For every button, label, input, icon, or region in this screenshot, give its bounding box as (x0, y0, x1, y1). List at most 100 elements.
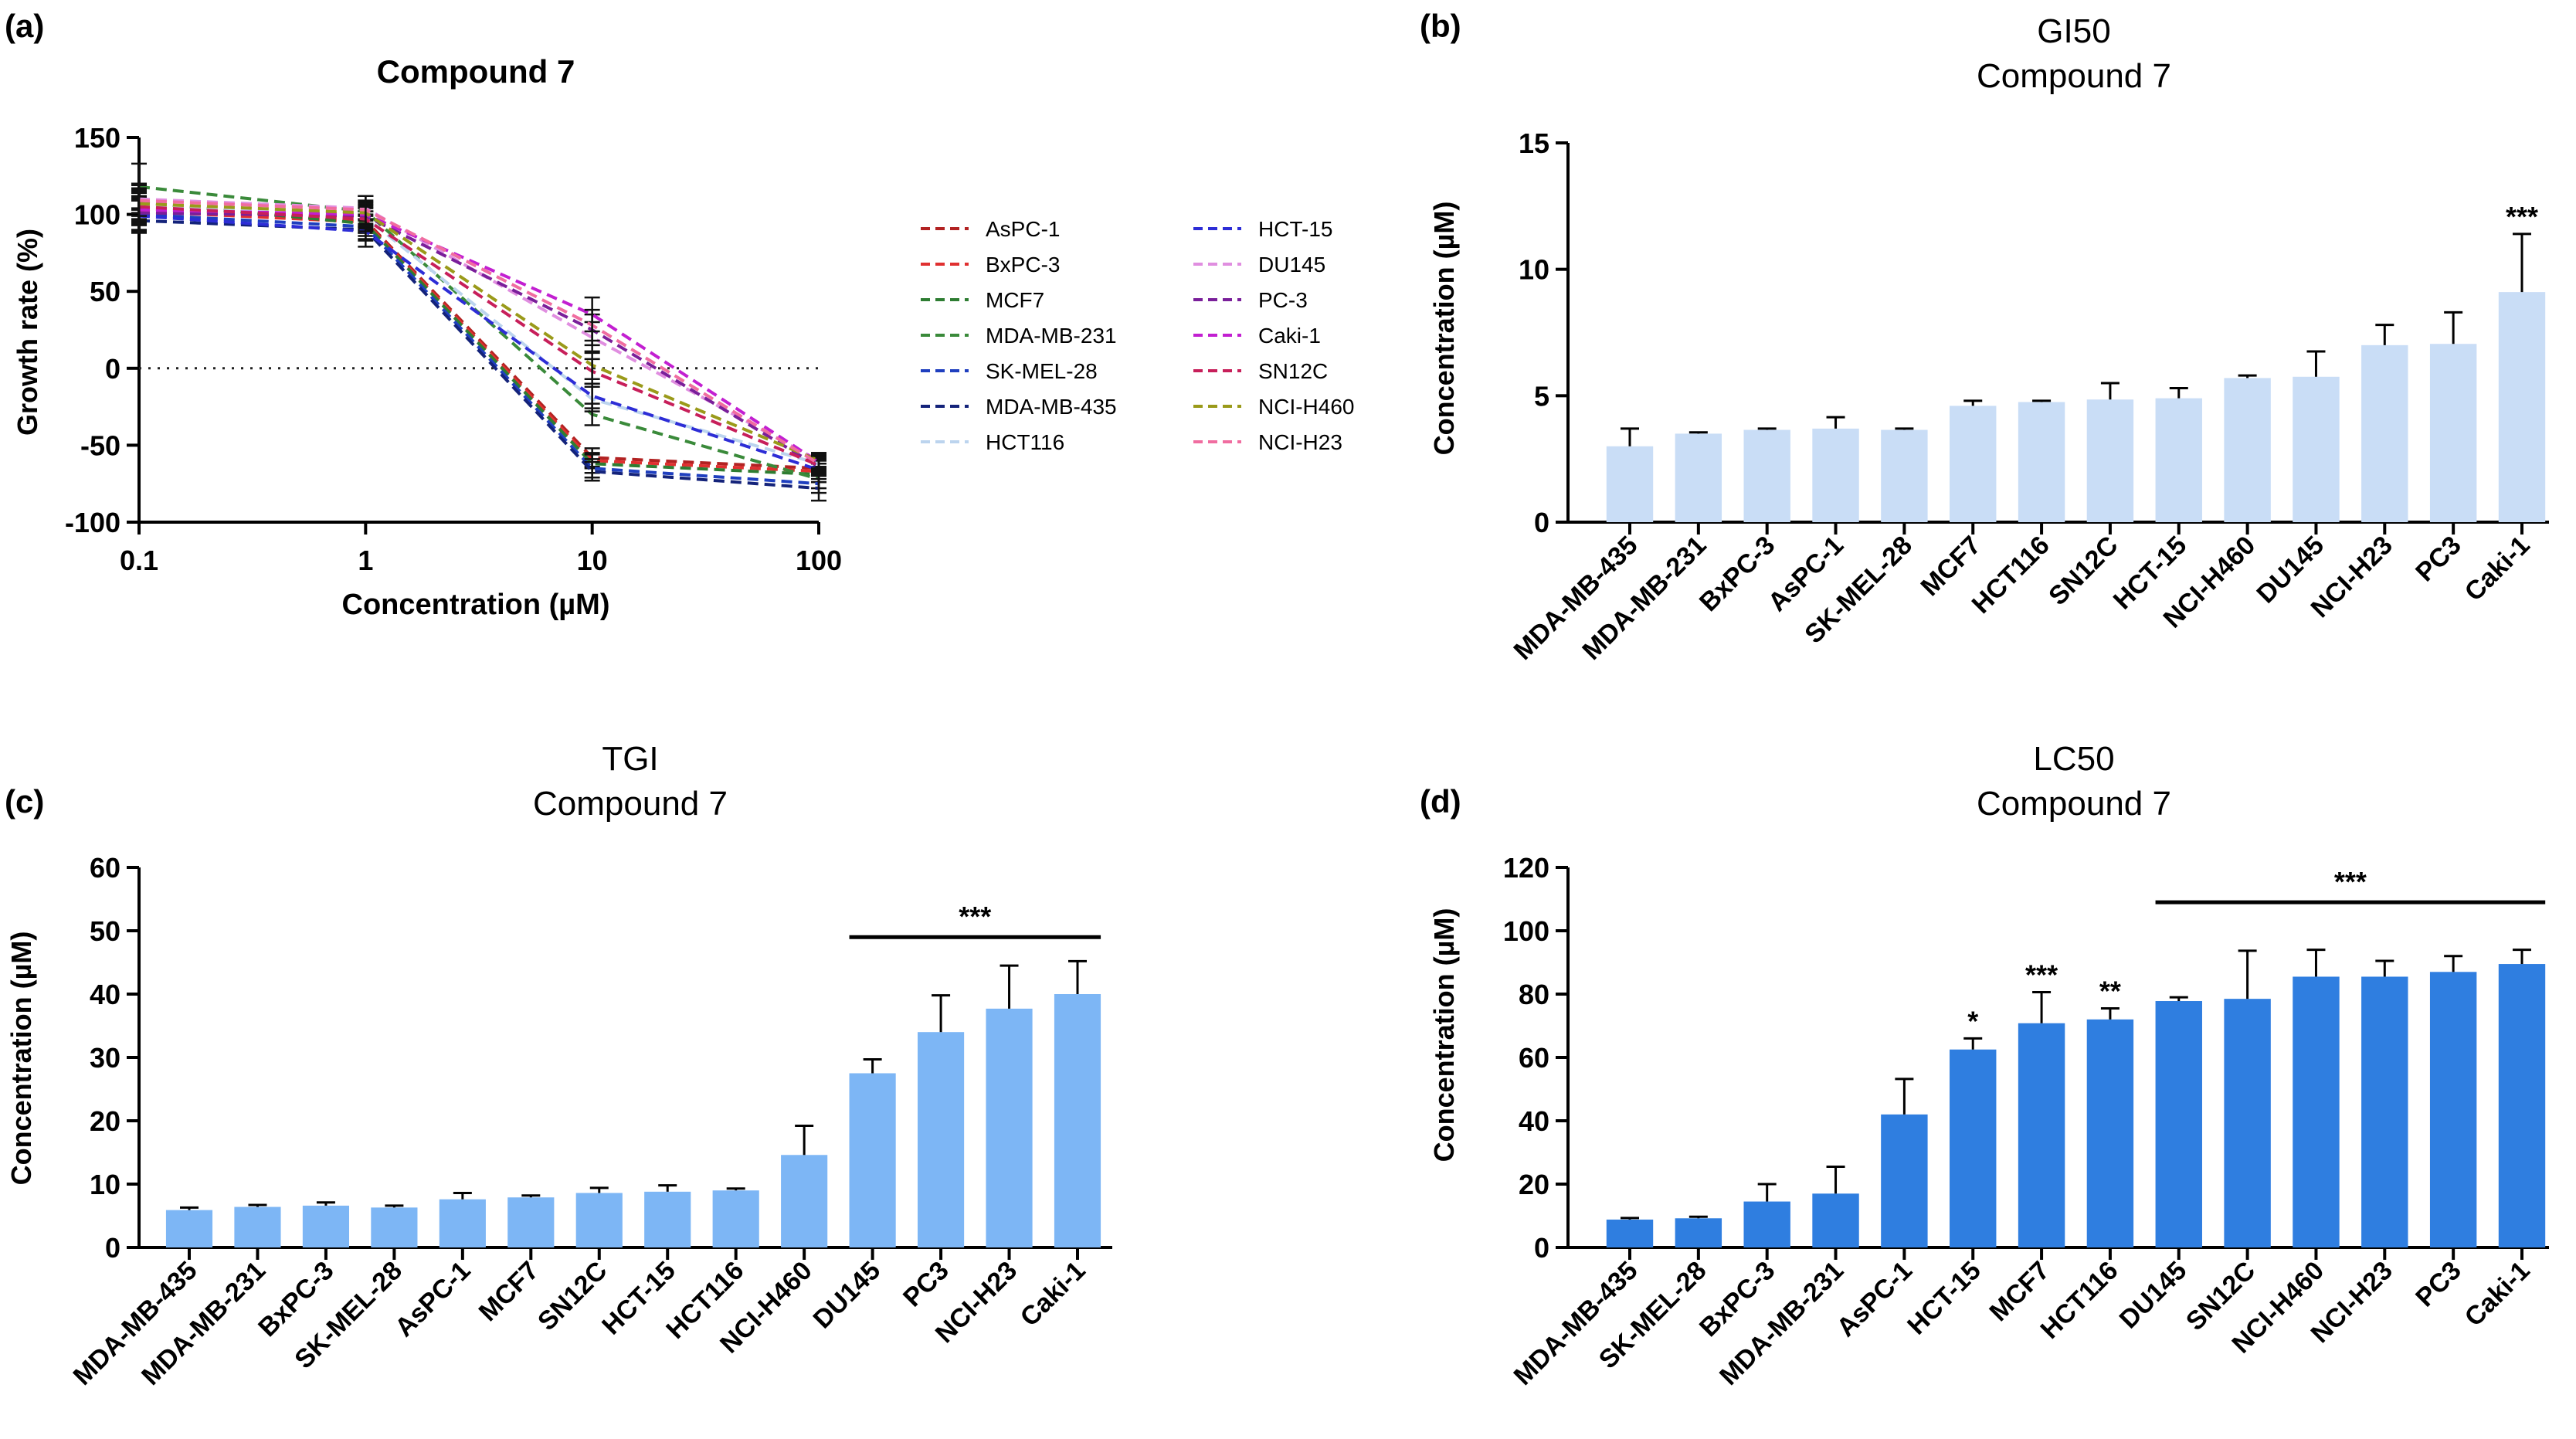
panel-a-y-tick-label: 50 (90, 276, 120, 307)
panel-b-bar (2498, 292, 2546, 522)
panel-c-y-tick-label: 0 (105, 1232, 120, 1264)
panel-c-label: (c) (5, 783, 44, 820)
panel-b-subtitle: Compound 7 (1977, 57, 2171, 95)
panel-a-legend-label: PC-3 (1258, 288, 1308, 312)
panel-d-bar (2293, 976, 2340, 1247)
panel-a-title: Compound 7 (377, 53, 575, 90)
panel-c-bar (302, 1205, 349, 1247)
panel-b-x-tick-label: BxPC-3 (1694, 531, 1780, 617)
panel-a-legend-label: Caki-1 (1258, 324, 1321, 348)
panel-a-legend-label: MDA-MB-231 (986, 324, 1117, 348)
panel-a-legend: AsPC-1 BxPC-3 MCF7 MDA-MB-231 SK-MEL-28 MDA-M… (921, 217, 1354, 454)
panel-c-y-tick-label: 20 (90, 1105, 120, 1137)
panel-d-significance-label: ** (2099, 975, 2121, 1006)
panel-a-x-tick-label: 0.1 (120, 545, 158, 576)
panel-a-series-line (138, 205, 820, 467)
panel-a-series-line (138, 208, 820, 463)
panel-b: (b) GI50 Compound 7 Concentration (µM) 0… (1420, 8, 2549, 666)
panel-a-y-tick-label: 100 (74, 199, 120, 231)
panel-a-y-tick-label: 0 (105, 353, 120, 385)
panel-a-x-tick-label: 100 (796, 545, 842, 576)
panel-a-legend-label: NCI-H460 (1258, 395, 1354, 419)
panel-d-bar (2429, 972, 2477, 1247)
panel-d-x-tick-label: DU145 (2114, 1256, 2193, 1335)
panel-a-y-tick-label: -50 (80, 429, 120, 461)
panel-a-series-line (138, 214, 820, 472)
panel-d-bar (2224, 999, 2271, 1247)
panel-d-significance-label: *** (2025, 959, 2058, 991)
panel-b-x-tick-label: PC3 (2410, 531, 2467, 588)
panel-b-y-tick-label: 5 (1534, 380, 1549, 412)
panel-d-bar (1812, 1193, 1859, 1247)
panel-b-bar (1950, 406, 1997, 522)
panel-b-bar (2155, 398, 2202, 522)
panel-a-legend-label: HCT-15 (1258, 217, 1332, 241)
panel-a-x-tick-label: 1 (358, 545, 373, 576)
panel-a-series-line (138, 209, 820, 473)
panel-c-bar (712, 1190, 759, 1247)
panel-a-xlabel: Concentration (µM) (342, 589, 610, 621)
panel-c: (c) TGI Compound 7 Concentration (µM) 0 1… (5, 740, 1112, 1391)
panel-d-y-tick-label: 60 (1519, 1042, 1549, 1074)
panel-b-bar (2086, 399, 2134, 522)
panel-c-y-tick-label: 10 (90, 1169, 120, 1200)
panel-d-y-tick-label: 0 (1534, 1232, 1549, 1264)
panel-a-series-line (138, 202, 820, 463)
panel-c-bar (644, 1191, 691, 1247)
panel-a: (a) Compound 7 Concentration (µM) Growth… (5, 8, 1354, 621)
panel-c-x-tick-label: AsPC-1 (389, 1256, 476, 1342)
panel-c-bar (918, 1032, 965, 1247)
panel-c-bar (234, 1207, 281, 1247)
panel-b-bar (2018, 402, 2065, 522)
panel-a-series-line (138, 211, 820, 468)
panel-a-legend-label: HCT116 (986, 430, 1064, 454)
panel-d-bar (1606, 1219, 1654, 1247)
panel-d-x-tick-label: HCT-15 (1902, 1256, 1987, 1341)
panel-c-bar (849, 1073, 896, 1247)
panel-a-legend-label: SN12C (1258, 359, 1328, 383)
panel-d-ylabel: Concentration (µM) (1428, 908, 1460, 1162)
panel-c-bar (165, 1210, 213, 1247)
panel-c-significance-label: *** (959, 901, 991, 932)
panel-b-title: GI50 (2037, 12, 2110, 50)
panel-a-legend-label: MDA-MB-435 (986, 395, 1117, 419)
panel-a-ylabel: Growth rate (%) (12, 229, 43, 436)
panel-a-legend-label: DU145 (1258, 253, 1325, 277)
panel-c-x-tick-label: PC3 (898, 1256, 955, 1313)
panel-a-legend-label: NCI-H23 (1258, 430, 1342, 454)
panel-c-ylabel: Concentration (µM) (5, 932, 37, 1186)
panel-c-subtitle: Compound 7 (533, 785, 728, 823)
panel-c-y-tick-label: 40 (90, 979, 120, 1010)
panel-d-x-tick-label: Caki-1 (2459, 1256, 2536, 1332)
panel-b-y-tick-label: 10 (1519, 254, 1549, 286)
panel-c-y-tick-label: 30 (90, 1042, 120, 1074)
panel-c-bar (781, 1155, 828, 1247)
panel-b-bar (1812, 428, 1859, 522)
panel-a-legend-label: BxPC-3 (986, 253, 1060, 277)
panel-b-x-tick-label: HCT116 (1967, 531, 2055, 619)
panel-b-label: (b) (1420, 8, 1461, 44)
panel-c-y-tick-label: 60 (90, 852, 120, 884)
panel-a-legend-label: MCF7 (986, 288, 1044, 312)
panel-d-bar (1950, 1049, 1997, 1247)
panel-d-y-tick-label: 120 (1503, 852, 1549, 884)
panel-b-plot: 051015MDA-MB-435MDA-MB-231BxPC-3AsPC-1SK… (1509, 127, 2549, 666)
panel-a-legend-label: AsPC-1 (986, 217, 1060, 241)
panel-b-bar (1675, 433, 1722, 522)
panel-d-x-tick-label: AsPC-1 (1831, 1256, 1918, 1342)
panel-d-bar (2155, 1001, 2202, 1247)
panel-b-x-tick-label: Caki-1 (2459, 531, 2536, 607)
panel-a-y-tick-label: 150 (74, 122, 120, 154)
panel-d-bar (2086, 1019, 2134, 1247)
panel-d-bar (1675, 1218, 1722, 1247)
panel-c-bar (439, 1199, 486, 1247)
panel-d-x-tick-label: PC3 (2410, 1256, 2467, 1313)
panel-c-title: TGI (602, 740, 658, 778)
panel-c-bar (507, 1197, 555, 1247)
panel-b-bar (2293, 376, 2340, 522)
panel-c-bar (371, 1207, 418, 1247)
panel-c-plot: 0102030405060MDA-MB-435MDA-MB-231BxPC-3S… (68, 852, 1112, 1391)
panel-c-x-tick-label: MDA-MB-231 (136, 1256, 271, 1391)
panel-a-plot: -100 -50 0 50 100 150 0.1 1 10 100 (65, 122, 842, 576)
